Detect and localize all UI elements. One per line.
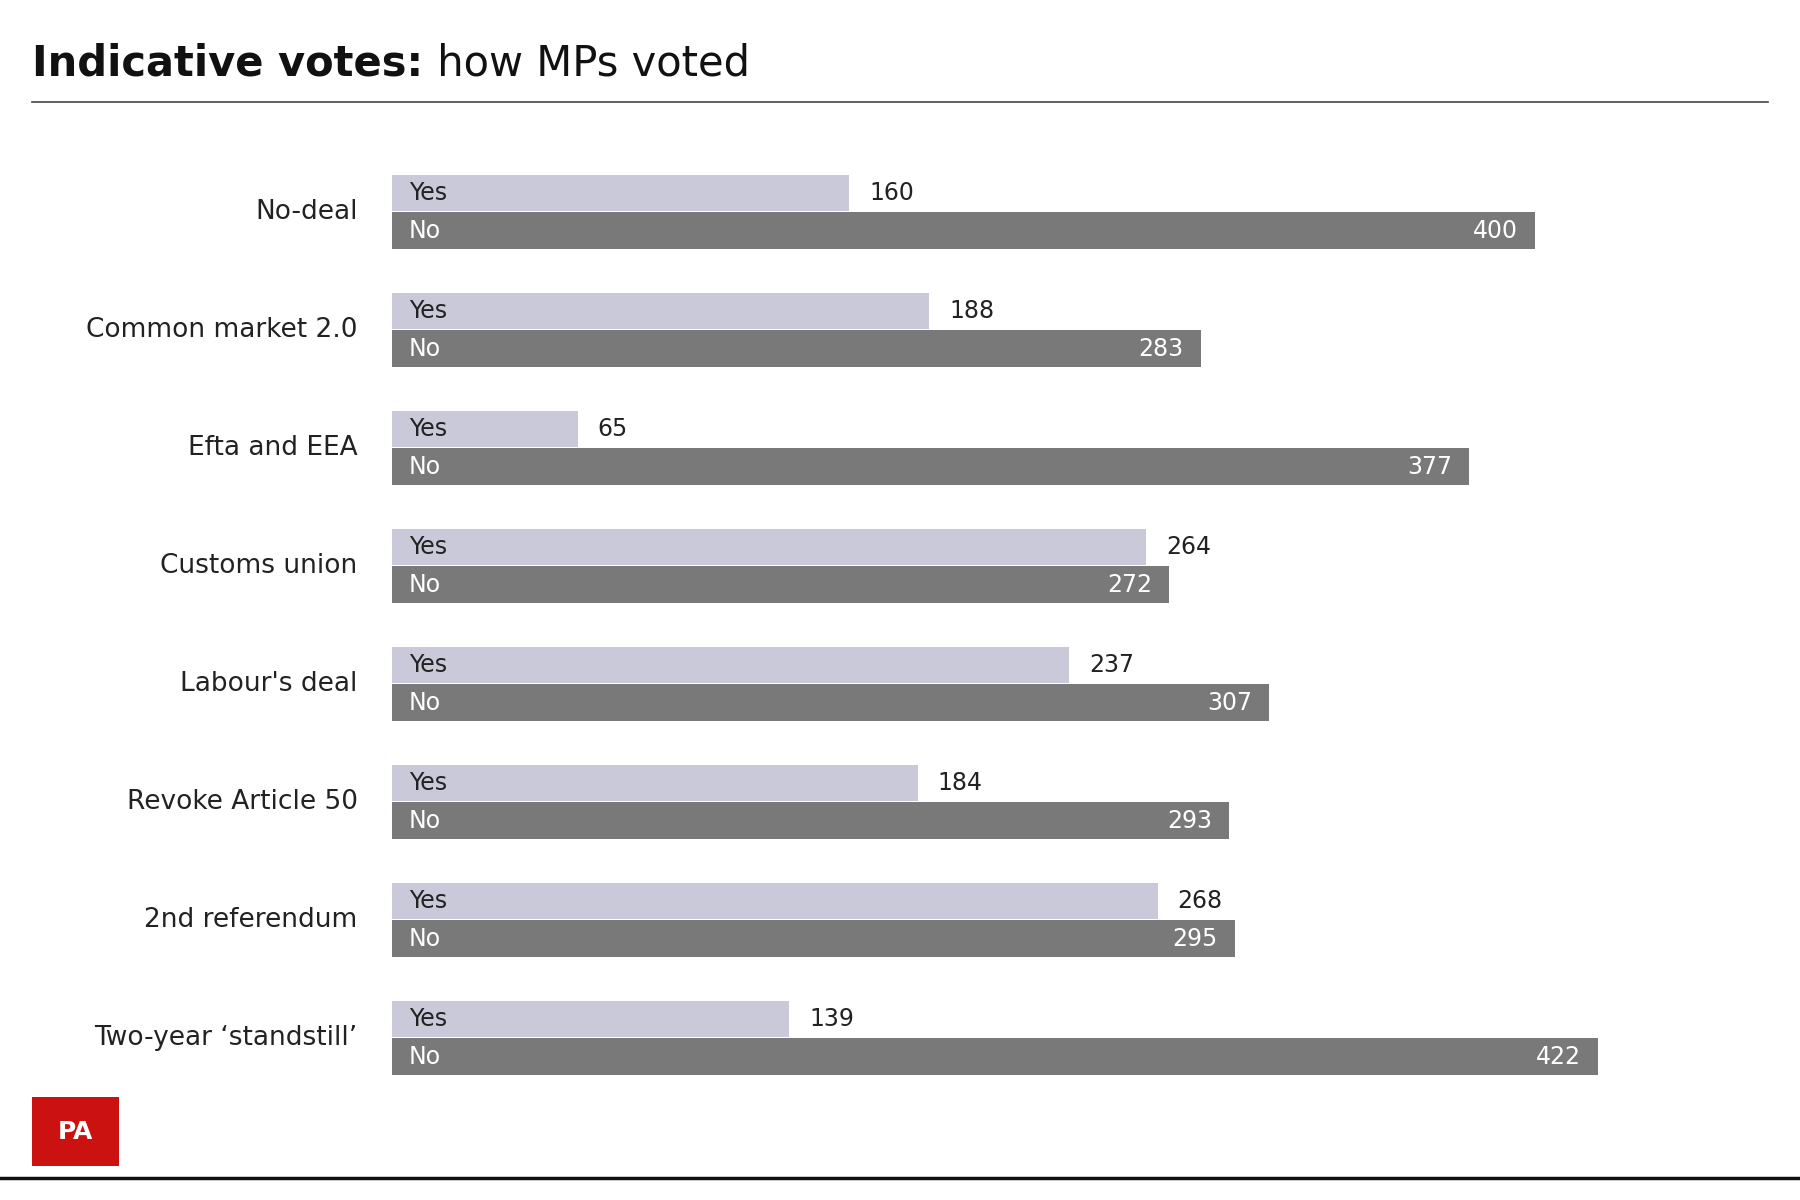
Bar bbox=[392, 293, 929, 329]
Text: Revoke Article 50: Revoke Article 50 bbox=[126, 788, 358, 815]
Text: 237: 237 bbox=[1089, 653, 1134, 677]
Text: No: No bbox=[409, 218, 441, 242]
Text: Labour's deal: Labour's deal bbox=[180, 671, 358, 697]
Text: Yes: Yes bbox=[409, 535, 446, 559]
Text: Yes: Yes bbox=[409, 653, 446, 677]
Text: 307: 307 bbox=[1208, 691, 1253, 715]
Text: 272: 272 bbox=[1107, 572, 1152, 596]
Text: Yes: Yes bbox=[409, 181, 446, 205]
Text: Yes: Yes bbox=[409, 1007, 446, 1031]
Bar bbox=[392, 566, 1170, 604]
Text: 400: 400 bbox=[1472, 218, 1517, 242]
Bar bbox=[392, 212, 1535, 250]
Bar bbox=[392, 764, 918, 802]
Bar bbox=[392, 410, 578, 448]
Bar bbox=[392, 684, 1269, 721]
Text: Yes: Yes bbox=[409, 299, 446, 323]
Text: Yes: Yes bbox=[409, 889, 446, 913]
Text: 65: 65 bbox=[598, 416, 628, 440]
Bar bbox=[392, 330, 1201, 367]
Text: 422: 422 bbox=[1535, 1045, 1580, 1069]
Text: 283: 283 bbox=[1138, 337, 1183, 361]
Bar bbox=[392, 647, 1069, 683]
Bar bbox=[392, 175, 850, 211]
Bar bbox=[392, 803, 1229, 839]
Text: No: No bbox=[409, 572, 441, 596]
Text: No: No bbox=[409, 337, 441, 361]
Text: 184: 184 bbox=[938, 770, 983, 794]
Text: 2nd referendum: 2nd referendum bbox=[144, 907, 358, 932]
Bar bbox=[392, 920, 1235, 958]
Bar bbox=[392, 1038, 1598, 1075]
Text: No: No bbox=[409, 691, 441, 715]
Text: 293: 293 bbox=[1166, 809, 1211, 833]
Bar bbox=[392, 529, 1147, 565]
Bar bbox=[392, 1001, 788, 1037]
Text: Yes: Yes bbox=[409, 416, 446, 440]
Text: Two-year ‘standstill’: Two-year ‘standstill’ bbox=[94, 1025, 358, 1051]
Text: Yes: Yes bbox=[409, 770, 446, 794]
Text: 139: 139 bbox=[808, 1007, 853, 1031]
Text: No: No bbox=[409, 455, 441, 479]
Text: 268: 268 bbox=[1177, 889, 1222, 913]
Text: No: No bbox=[409, 926, 441, 950]
Text: No: No bbox=[409, 1045, 441, 1069]
Text: No: No bbox=[409, 809, 441, 833]
Bar bbox=[392, 882, 1157, 919]
Text: 160: 160 bbox=[869, 181, 914, 205]
Text: Common market 2.0: Common market 2.0 bbox=[86, 317, 358, 343]
Text: 264: 264 bbox=[1166, 535, 1211, 559]
Text: 377: 377 bbox=[1408, 455, 1453, 479]
Text: Indicative votes:: Indicative votes: bbox=[32, 42, 423, 84]
Text: Customs union: Customs union bbox=[160, 553, 358, 578]
Text: how MPs voted: how MPs voted bbox=[423, 42, 749, 84]
Text: PA: PA bbox=[58, 1120, 94, 1144]
Text: 295: 295 bbox=[1172, 926, 1219, 950]
Text: No-deal: No-deal bbox=[256, 199, 358, 224]
Text: Efta and EEA: Efta and EEA bbox=[187, 434, 358, 461]
Text: 188: 188 bbox=[949, 299, 994, 323]
Bar bbox=[392, 449, 1469, 485]
